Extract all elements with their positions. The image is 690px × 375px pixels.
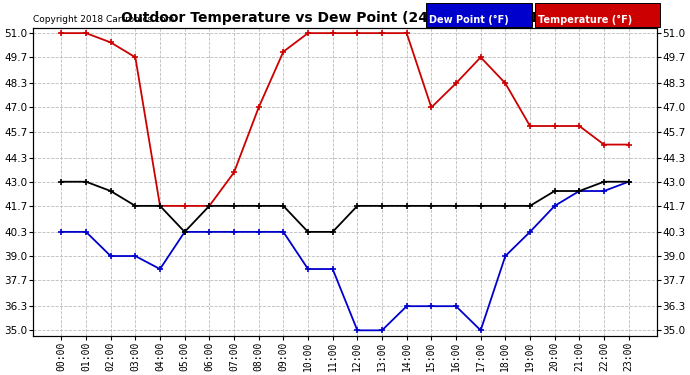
Title: Outdoor Temperature vs Dew Point (24 Hours) 20181029: Outdoor Temperature vs Dew Point (24 Hou… bbox=[121, 11, 569, 25]
Text: Temperature (°F): Temperature (°F) bbox=[538, 15, 633, 25]
FancyBboxPatch shape bbox=[426, 3, 532, 27]
Text: Copyright 2018 Cartronics.com: Copyright 2018 Cartronics.com bbox=[33, 15, 174, 24]
FancyBboxPatch shape bbox=[535, 3, 660, 27]
Text: Dew Point (°F): Dew Point (°F) bbox=[429, 15, 509, 25]
